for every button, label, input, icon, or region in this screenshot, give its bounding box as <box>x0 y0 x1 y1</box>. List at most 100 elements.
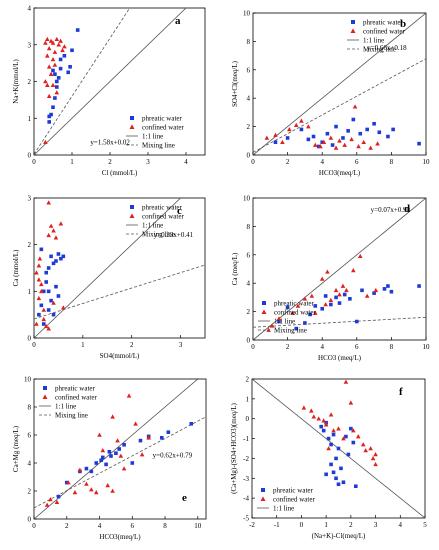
phreatic-water-point <box>331 470 336 475</box>
legend-symbol-square <box>262 301 266 305</box>
plot-frame <box>251 378 426 519</box>
confined-water-point <box>309 293 315 298</box>
confined-water-point <box>340 283 346 288</box>
phreatic-water-point <box>342 292 347 297</box>
phreatic-water-point <box>273 140 278 145</box>
confined-water-point <box>36 295 42 301</box>
phreatic-water-point <box>346 452 351 457</box>
confined-water-point <box>60 47 65 53</box>
legend-label: confined water <box>142 213 184 221</box>
confined-water-point <box>62 44 67 49</box>
y-tick-label: 2 <box>28 241 32 249</box>
confined-water-point <box>373 452 378 457</box>
phreatic-water-point <box>46 308 51 312</box>
mixing-line <box>34 416 206 509</box>
y-tick-label: 6 <box>247 251 251 259</box>
confined-water-point <box>54 36 60 42</box>
x-axis-label: SO4(mmol/L) <box>100 352 140 360</box>
confined-water-point <box>328 412 334 417</box>
y-tick-label: 1 <box>246 395 250 403</box>
confined-water-point <box>368 145 373 150</box>
phreatic-water-point <box>306 137 311 142</box>
confined-water-point <box>54 499 60 504</box>
confined-water-point <box>66 480 71 485</box>
legend-label: confined water <box>55 394 97 402</box>
phreatic-water-point <box>54 259 58 263</box>
phreatic-water-point <box>348 297 352 301</box>
phreatic-water-point <box>56 76 61 80</box>
phreatic-water-point <box>53 96 57 100</box>
phreatic-water-point <box>355 319 359 324</box>
legend-label: Mixing line <box>142 142 175 150</box>
confined-water-point <box>52 49 58 54</box>
phreatic-water-point <box>51 312 56 317</box>
confined-water-point <box>342 142 347 147</box>
legend-label: phreatic water <box>142 115 183 123</box>
legend-symbol-triangle <box>261 309 267 314</box>
y-tick-label: 2 <box>247 308 251 316</box>
regression-equation: y=0.62x+0.79 <box>153 451 193 459</box>
y-tick-label: -5 <box>243 515 249 523</box>
panel-letter: a <box>175 15 181 27</box>
phreatic-water-point <box>138 438 143 443</box>
y-tick-label: 10 <box>24 376 32 384</box>
legend-symbol-triangle <box>260 496 266 501</box>
phreatic-water-point <box>334 476 338 481</box>
confined-water-point <box>302 296 308 301</box>
confined-water-point <box>133 421 138 426</box>
x-tick-label: 3 <box>374 521 378 529</box>
confined-water-point <box>51 300 56 305</box>
y-axis-label: Ca (meq/L) <box>231 252 239 285</box>
confined-water-point <box>46 46 52 51</box>
regression-equation: y=0.07x+0.90 <box>371 206 411 214</box>
phreatic-water-point <box>58 66 63 71</box>
legend-label: confined water <box>274 309 316 317</box>
confined-water-point <box>337 138 342 143</box>
x-tick-label: 2 <box>349 521 353 529</box>
confined-water-point <box>89 487 94 492</box>
confined-water-point <box>46 64 52 69</box>
confined-water-point <box>46 232 51 238</box>
phreatic-water-point <box>382 287 387 291</box>
x-tick-label: 4 <box>399 521 403 529</box>
phreatic-water-point <box>336 482 341 487</box>
x-tick-label: 6 <box>355 158 359 166</box>
phreatic-water-point <box>329 462 333 467</box>
x-tick-label: 5 <box>423 521 427 529</box>
phreatic-water-point <box>166 430 171 434</box>
y-tick-label: 0 <box>246 415 250 423</box>
confined-water-point <box>115 438 120 443</box>
confined-water-point <box>323 302 328 307</box>
confined-water-point <box>48 38 54 43</box>
y-tick-label: 4 <box>28 5 32 13</box>
confined-water-point <box>343 379 349 384</box>
confined-water-point <box>39 281 44 287</box>
y-tick-label: 4 <box>28 460 32 468</box>
phreatic-water-point <box>41 322 46 326</box>
confined-water-point <box>309 408 314 413</box>
x-tick-label: 6 <box>131 522 135 530</box>
legend-label: Mixing line <box>363 46 396 54</box>
phreatic-water-point <box>313 304 318 308</box>
x-tick-label: 6 <box>355 343 359 351</box>
x-tick-label: 4 <box>184 158 188 166</box>
phreatic-water-point <box>159 436 164 440</box>
phreatic-water-point <box>337 301 342 305</box>
phreatic-water-point <box>417 141 421 146</box>
y-tick-label: 0 <box>28 152 32 160</box>
confined-water-point <box>325 269 330 274</box>
confined-water-point <box>34 321 39 326</box>
phreatic-water-point <box>417 284 421 288</box>
phreatic-water-point <box>386 134 390 139</box>
x-tick-label: 10 <box>423 343 431 351</box>
confined-water-point <box>368 446 373 451</box>
confined-water-point <box>344 287 349 293</box>
panel-f: -2 -1 0 1 2 3 4 5 -5 -4 -3 -2 -1 0 1 2 (Na+K)-Cl(meq/L) (… <box>230 376 427 541</box>
confined-water-point <box>360 442 366 447</box>
y-tick-label: 3 <box>28 41 32 49</box>
x-tick-label: 4 <box>320 158 324 166</box>
y-tick-label: 2 <box>28 78 32 86</box>
legend-label: 1:1 line <box>55 403 76 411</box>
y-tick-label: 2 <box>246 376 250 384</box>
